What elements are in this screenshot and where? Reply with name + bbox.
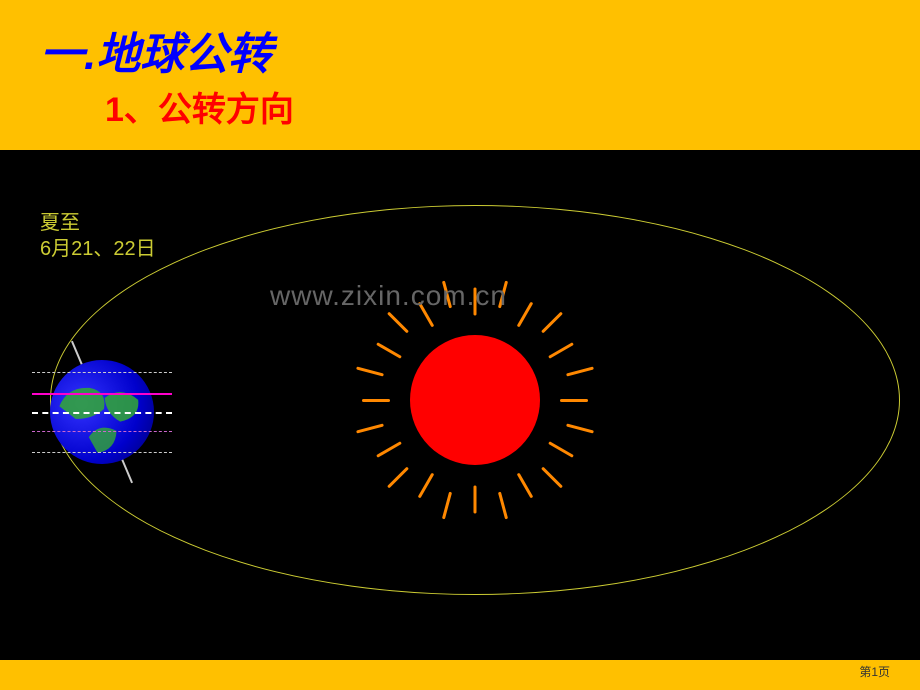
orbit-diagram: 夏至 6月21、22日 www.zixin.com.cn: [0, 150, 920, 660]
earth-label-line1: 夏至: [40, 212, 80, 234]
title-sub: 1、公转方向: [105, 82, 294, 131]
sun-ray: [474, 485, 477, 513]
earth-group: [34, 344, 170, 480]
tropic-line: [32, 452, 172, 453]
earth-label-line2: 6月21、22日: [40, 238, 156, 260]
tropic-lines: [32, 360, 172, 464]
sun: [410, 335, 540, 465]
watermark-text: www.zixin.com.cn: [270, 280, 507, 312]
tropic-line: [32, 393, 172, 395]
tropic-line: [32, 412, 172, 414]
tropic-line: [32, 372, 172, 373]
sun-ray: [362, 399, 390, 402]
earth-label: 夏至 6月21、22日: [40, 210, 156, 262]
sun-ray: [560, 399, 588, 402]
page-number: 第1页: [859, 663, 890, 680]
title-main: 一.地球公转: [40, 18, 272, 82]
tropic-line: [32, 431, 172, 432]
